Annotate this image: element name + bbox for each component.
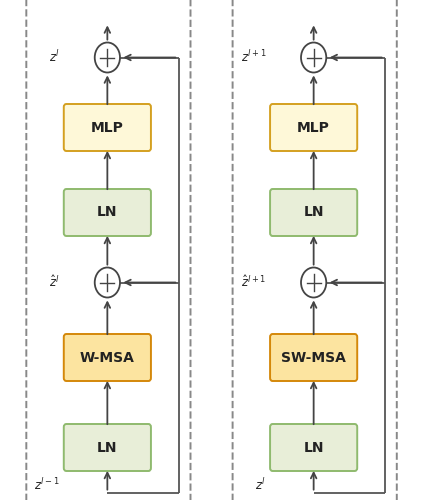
Text: $z^{l+1}$: $z^{l+1}$ bbox=[241, 50, 266, 66]
Text: $z^{l}$: $z^{l}$ bbox=[49, 50, 60, 66]
Text: LN: LN bbox=[304, 440, 324, 454]
Text: $z^{l-1}$: $z^{l-1}$ bbox=[35, 477, 60, 493]
Text: MLP: MLP bbox=[297, 120, 330, 134]
FancyBboxPatch shape bbox=[64, 189, 151, 236]
Text: $\hat{z}^{l}$: $\hat{z}^{l}$ bbox=[49, 274, 60, 290]
Text: LN: LN bbox=[97, 440, 117, 454]
FancyBboxPatch shape bbox=[64, 104, 151, 151]
FancyBboxPatch shape bbox=[270, 189, 357, 236]
Text: $\hat{z}^{l+1}$: $\hat{z}^{l+1}$ bbox=[241, 274, 266, 290]
Text: SW-MSA: SW-MSA bbox=[281, 350, 346, 364]
FancyBboxPatch shape bbox=[64, 424, 151, 471]
Text: LN: LN bbox=[304, 206, 324, 220]
FancyBboxPatch shape bbox=[270, 424, 357, 471]
Text: MLP: MLP bbox=[91, 120, 124, 134]
Text: W-MSA: W-MSA bbox=[80, 350, 135, 364]
Text: LN: LN bbox=[97, 206, 117, 220]
FancyBboxPatch shape bbox=[270, 334, 357, 381]
FancyBboxPatch shape bbox=[270, 104, 357, 151]
FancyBboxPatch shape bbox=[64, 334, 151, 381]
Text: $z^{l}$: $z^{l}$ bbox=[255, 477, 266, 493]
